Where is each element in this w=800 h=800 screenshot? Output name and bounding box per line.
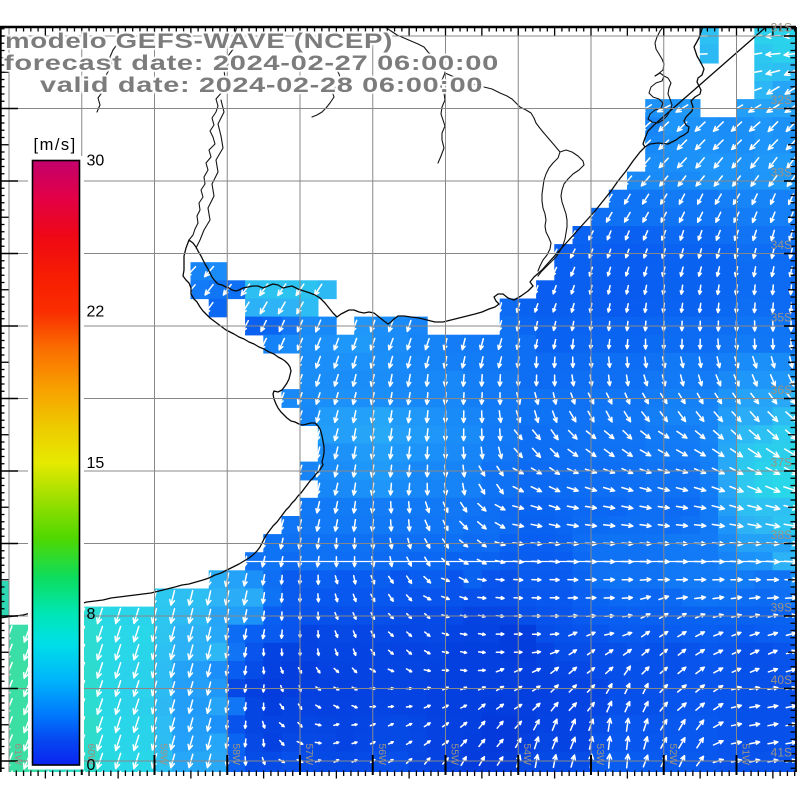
- svg-text:15: 15: [87, 455, 105, 472]
- svg-text:58W: 58W: [230, 743, 242, 765]
- svg-text:[m/s]: [m/s]: [34, 136, 77, 154]
- svg-text:51W: 51W: [740, 743, 752, 765]
- svg-text:60W: 60W: [85, 743, 97, 765]
- svg-text:56W: 56W: [376, 743, 388, 765]
- svg-text:32S: 32S: [771, 93, 792, 107]
- svg-text:22: 22: [87, 304, 105, 321]
- svg-text:54W: 54W: [521, 743, 533, 765]
- svg-text:41S: 41S: [771, 746, 792, 760]
- svg-text:52W: 52W: [667, 743, 679, 765]
- svg-text:34S: 34S: [771, 238, 792, 252]
- svg-text:39S: 39S: [771, 601, 792, 615]
- svg-text:35S: 35S: [771, 311, 792, 325]
- svg-text:40S: 40S: [771, 673, 792, 687]
- svg-text:57W: 57W: [303, 743, 315, 765]
- svg-text:8: 8: [87, 606, 96, 623]
- svg-text:36S: 36S: [771, 383, 792, 397]
- svg-text:0: 0: [87, 757, 96, 774]
- svg-text:33S: 33S: [771, 166, 792, 180]
- svg-text:61W: 61W: [12, 743, 24, 765]
- svg-text:38S: 38S: [771, 528, 792, 542]
- svg-text:53W: 53W: [594, 743, 606, 765]
- svg-text:59W: 59W: [158, 743, 170, 765]
- svg-text:37S: 37S: [771, 456, 792, 470]
- svg-text:55W: 55W: [449, 743, 461, 765]
- svg-text:30: 30: [87, 153, 105, 170]
- svg-text:31S: 31S: [771, 21, 792, 35]
